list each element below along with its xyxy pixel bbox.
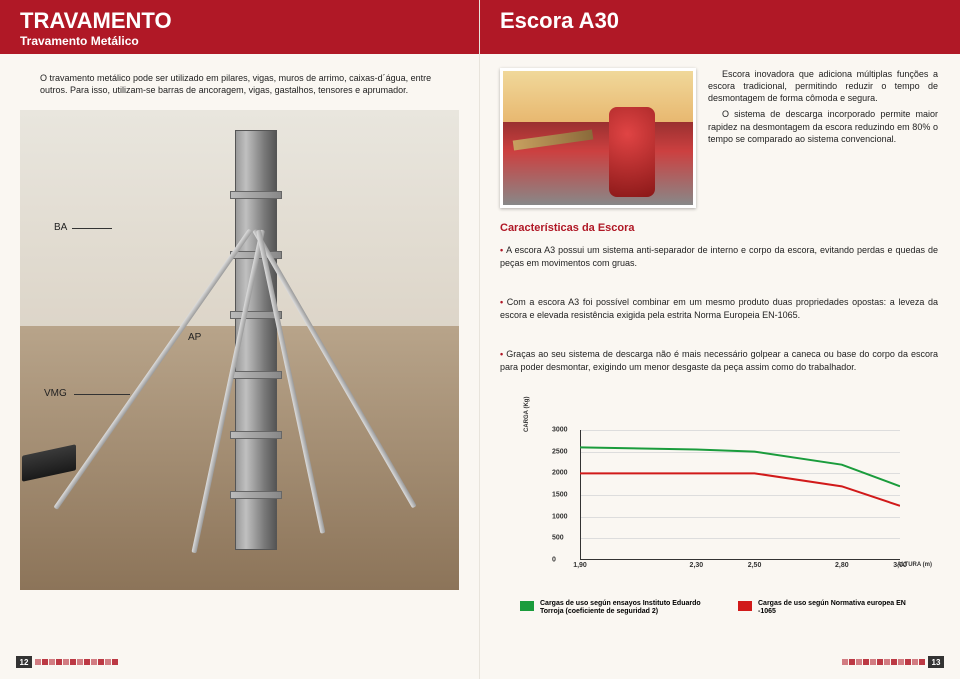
- annotation-ba: BA: [54, 222, 67, 233]
- bullet-text: Graças ao seu sistema de descarga não é …: [500, 349, 938, 372]
- annotation-line: [72, 228, 112, 229]
- pillar-clamp: [230, 371, 282, 379]
- intro-p1: Escora inovadora que adiciona múltiplas …: [708, 68, 938, 104]
- page-title-travamento: TRAVAMENTO: [20, 8, 172, 34]
- bullet-1: • A escora A3 possui um sistema anti-sep…: [500, 244, 938, 269]
- annotation-vmg: VMG: [44, 388, 67, 399]
- legend-label: Cargas de uso según ensayos Instituto Ed…: [540, 600, 710, 617]
- pillar-clamp: [230, 191, 282, 199]
- bullet-text: Com a escora A3 foi possível combinar em…: [500, 297, 938, 320]
- footer-ornament: [35, 659, 118, 665]
- chart-legend: Cargas de uso según ensayos Instituto Ed…: [520, 600, 920, 617]
- bullet-dot-icon: •: [500, 297, 507, 307]
- intro-paragraph: O travamento metálico pode ser utilizado…: [0, 54, 479, 106]
- legend-item: Cargas de uso según ensayos Instituto Ed…: [520, 600, 710, 617]
- page-footer-right: 13: [839, 655, 944, 669]
- header-band-right: Escora A30: [480, 0, 960, 54]
- legend-swatch: [520, 601, 534, 611]
- page-title-escora: Escora A30: [500, 8, 619, 34]
- pillar-clamp: [230, 431, 282, 439]
- bullet-2: • Com a escora A3 foi possível combinar …: [500, 296, 938, 321]
- page-subtitle: Travamento Metálico: [20, 34, 139, 48]
- legend-item: Cargas de uso según Normativa europea EN…: [738, 600, 908, 617]
- hammer-icon: [513, 129, 594, 150]
- escora-intro: Escora inovadora que adiciona múltiplas …: [708, 68, 938, 145]
- section-title: Características da Escora: [500, 222, 635, 234]
- page-footer-left: 12: [16, 655, 121, 669]
- bullet-text: A escora A3 possui um sistema anti-separ…: [500, 245, 938, 268]
- page-right: Escora A30 Escora inovadora que adiciona…: [480, 0, 960, 679]
- page-number: 12: [16, 656, 32, 668]
- product-photo: [500, 68, 696, 208]
- load-chart: CARGA (Kg) ALTURA (m) 050010001500200025…: [550, 430, 920, 590]
- illustration-3d: BA AP VMG: [20, 110, 459, 590]
- intro-p2: O sistema de descarga incorporado permit…: [708, 108, 938, 144]
- legend-swatch: [738, 601, 752, 611]
- bullet-3: • Graças ao seu sistema de descarga não …: [500, 348, 938, 373]
- page-number: 13: [928, 656, 944, 668]
- annotation-line: [74, 394, 130, 395]
- escora-prop-icon: [609, 107, 655, 197]
- chart-axes: [580, 430, 900, 560]
- page-left: TRAVAMENTO Travamento Metálico O travame…: [0, 0, 480, 679]
- pillar-clamp: [230, 491, 282, 499]
- footer-ornament: [842, 659, 925, 665]
- annotation-ap: AP: [188, 332, 201, 343]
- header-band-left: TRAVAMENTO Travamento Metálico: [0, 0, 479, 54]
- chart-ylabel: CARGA (Kg): [524, 397, 530, 432]
- legend-label: Cargas de uso según Normativa europea EN…: [758, 600, 908, 617]
